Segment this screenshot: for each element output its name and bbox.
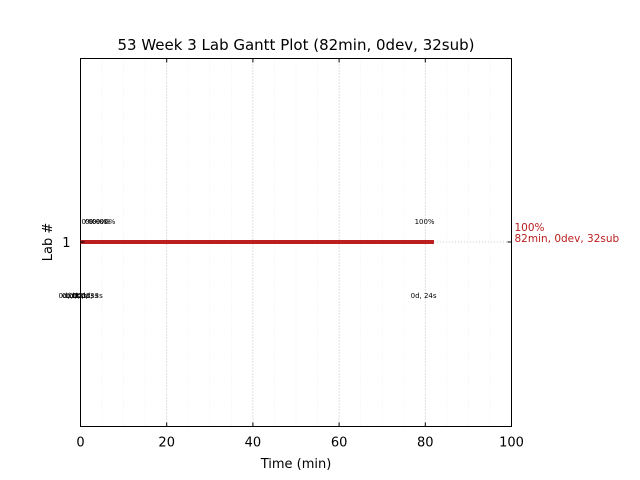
percent-label: 0% [96,218,107,226]
time-label: 0d, 2s [65,292,87,300]
time-label: 0d, 3s [77,292,99,300]
percent-label: 0% [100,218,111,226]
time-label: 0d, 3s [81,292,103,300]
y-tick-label: 1 [62,236,70,251]
end-percent-label: 100% [515,222,545,234]
y-axis-label: Lab # [41,223,56,262]
time-label: 0d, 0s [59,292,81,300]
percent-label: 0% [85,218,96,226]
x-tick-label: 100 [499,436,524,451]
axis-ticks: 0 20 40 60 80 100 1 [62,58,524,451]
x-tick-label: 80 [417,436,434,451]
x-tick-label: 0 [76,436,84,451]
time-label: 0d, 1s [62,292,84,300]
x-axis-label: Time (min) [260,457,332,472]
x-tick-label: 20 [158,436,175,451]
time-label: 0d, 2s [73,292,95,300]
end-summary-label: 82min, 0dev, 32sub [515,233,620,245]
x-tick-label: 40 [245,436,262,451]
time-label: 0d, 1s [69,292,91,300]
percent-label: 0% [92,218,103,226]
percent-label: 0% [88,218,99,226]
percent-label: 0% [104,218,115,226]
x-tick-label: 60 [331,436,348,451]
percent-label: 0% [82,218,93,226]
gantt-bar [80,240,434,244]
chart-title: 53 Week 3 Lab Gantt Plot (82min, 0dev, 3… [117,36,474,54]
percent-label: 100% [415,218,435,226]
time-label: 0d, 24s [411,292,437,300]
gantt-bars [80,240,512,244]
